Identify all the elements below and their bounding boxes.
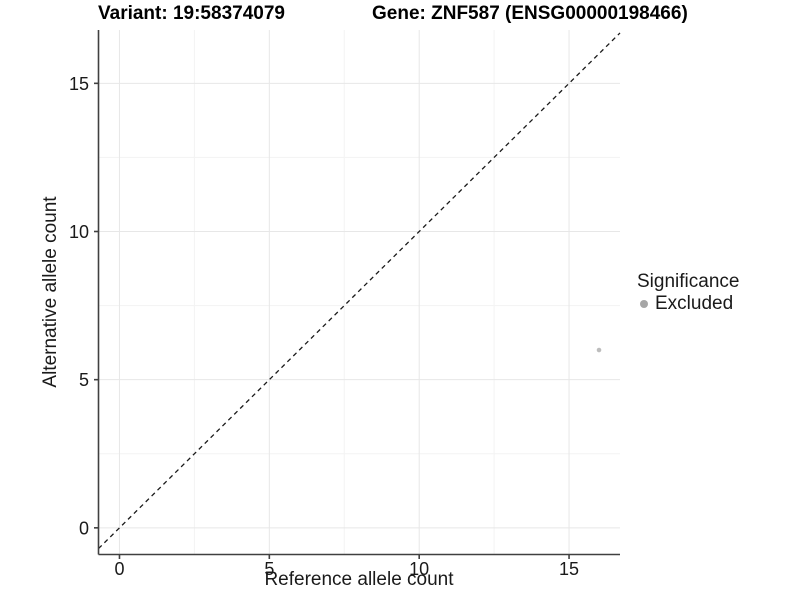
x-tick-label: 0 — [114, 559, 124, 579]
legend-item-label: Excluded — [655, 293, 734, 314]
x-tick-label: 10 — [409, 559, 429, 579]
y-tick-label: 0 — [79, 518, 89, 538]
y-tick-label: 10 — [69, 222, 89, 242]
y-tick-label: 5 — [79, 370, 89, 390]
x-axis-label: Reference allele count — [264, 569, 454, 590]
legend: Significance Excluded — [637, 271, 739, 314]
panel-background — [98, 30, 620, 555]
x-tick-label: 15 — [559, 559, 579, 579]
variant-title: Variant: 19:58374079 — [98, 3, 285, 24]
x-tick-label: 5 — [264, 559, 274, 579]
legend-item-excluded: Excluded — [637, 293, 739, 314]
legend-title: Significance — [637, 271, 740, 292]
y-axis-label: Alternative allele count — [40, 196, 61, 388]
legend-point-icon — [640, 299, 648, 308]
data-point — [596, 347, 602, 353]
gene-title: Gene: ZNF587 (ENSG00000198466) — [372, 3, 688, 24]
identity-line — [98, 32, 621, 550]
y-tick-label: 15 — [69, 74, 89, 94]
